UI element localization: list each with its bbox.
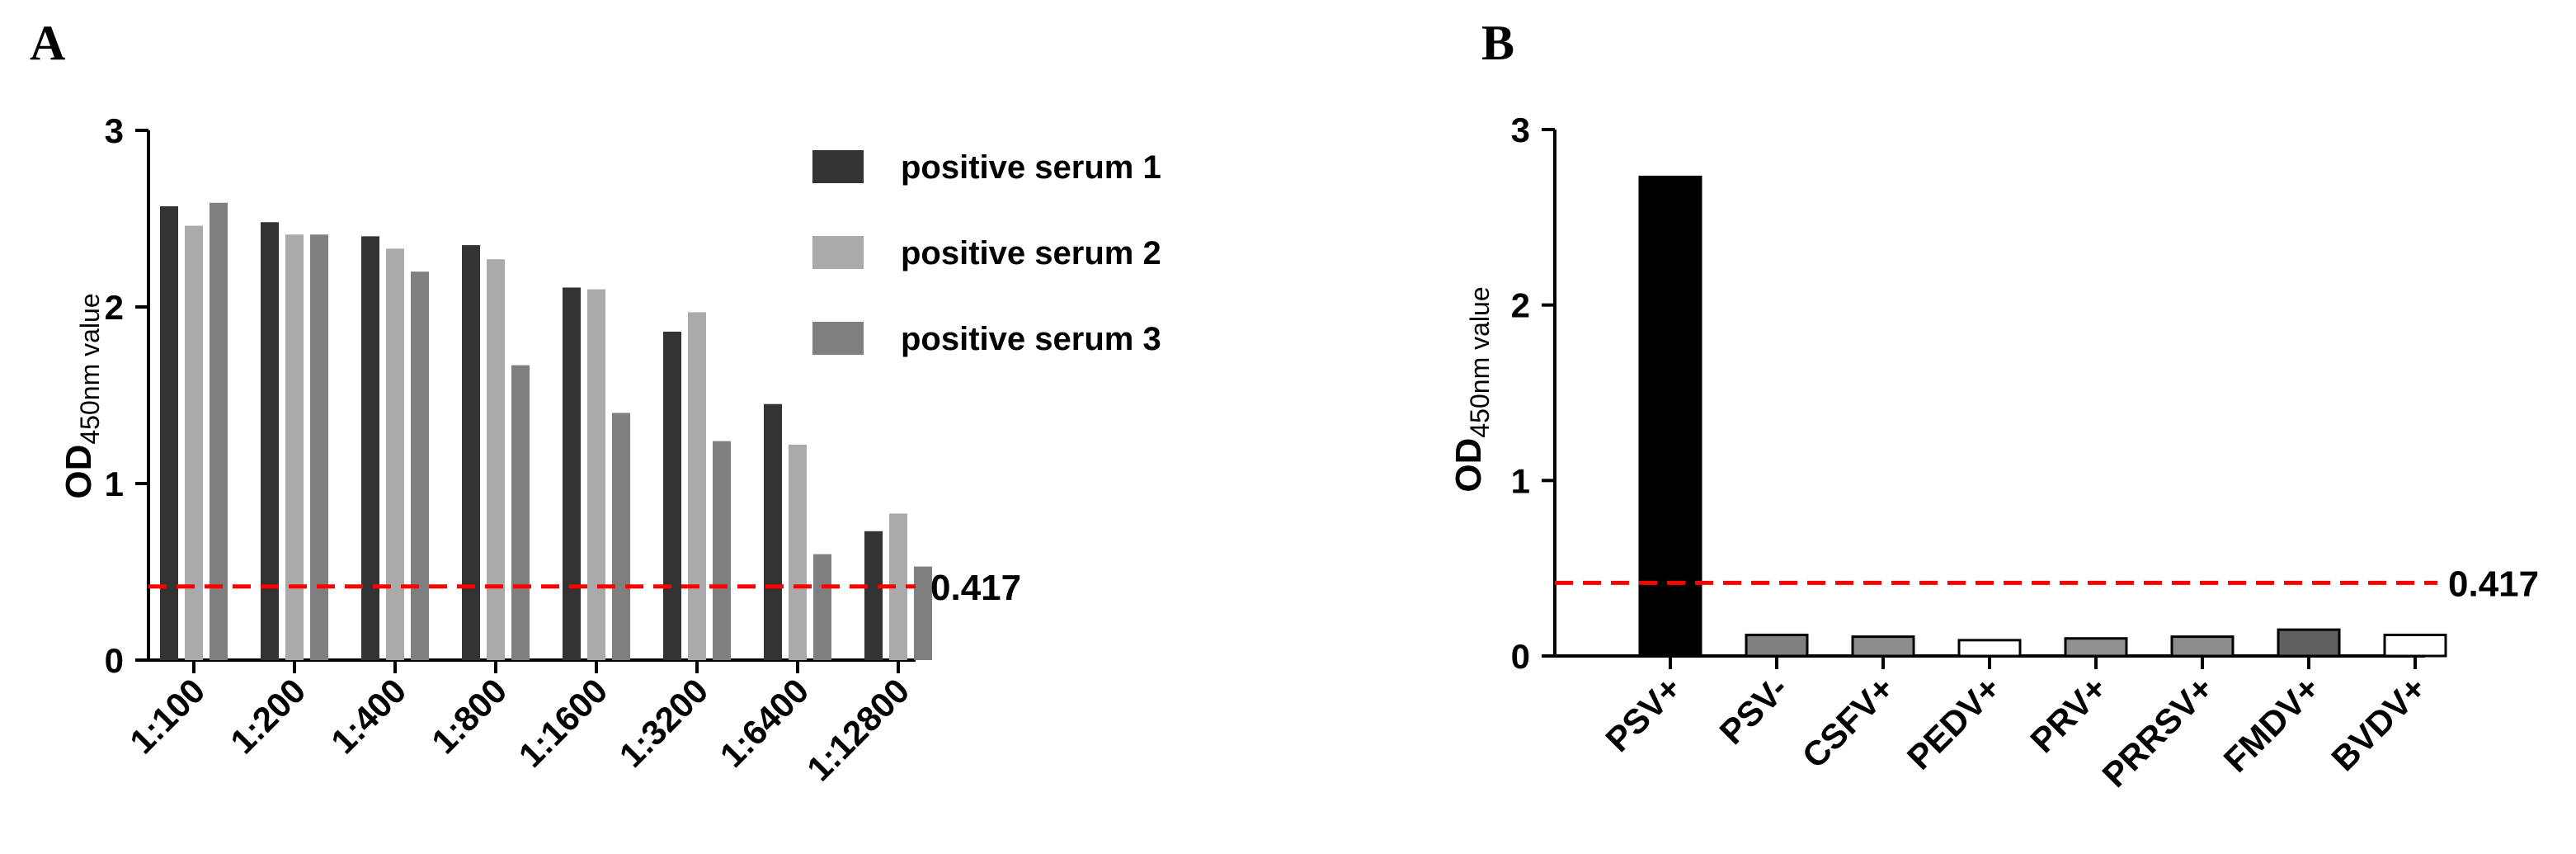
chart-a-bar: [764, 403, 782, 660]
chart-a-bar: [386, 248, 404, 660]
chart-b-x-tick-label: PSV-: [1712, 668, 1795, 752]
chart-b-y-axis-title: OD450nm value: [1448, 286, 1495, 492]
chart-a-y-axis-title-main: OD: [59, 445, 99, 499]
chart-b-x-tick-label: PEDV+: [1900, 668, 2008, 776]
chart-a-bar: [889, 513, 907, 660]
chart-a-bar: [261, 222, 279, 660]
chart-b-x-tick-label: PRRSV+: [2094, 668, 2220, 795]
chart-a-bar: [688, 312, 706, 660]
chart-b-y-axis-title-subscript: 450nm value: [1465, 286, 1495, 437]
chart-a-x-tick-label: 1:800: [424, 671, 514, 761]
chart-b: 0 1 2 3 PSV+ PSV- CSFV+PEDV+ PRV+PRRSV+FMDV+BVD…: [1511, 111, 2539, 795]
chart-a-y-tick-label: 2: [105, 288, 124, 327]
chart-a-y-axis-title-subscript: 450nm value: [75, 293, 105, 444]
chart-a-bar: [813, 554, 831, 660]
chart-a-x-tick-label: 1:100: [122, 671, 212, 761]
chart-a-x-tick-label: 1:3200: [612, 671, 716, 775]
chart-a-bar: [160, 206, 178, 660]
chart-a-bar: [663, 331, 681, 660]
chart-a-bar: [361, 236, 379, 660]
chart-b-bar: [2277, 628, 2341, 658]
chart-a-x-tick-label: 1:1600: [511, 671, 615, 775]
panel-label-a: A: [30, 16, 65, 70]
chart-a-bar: [563, 287, 581, 660]
chart-b-x-tick-label: BVDV+: [2324, 668, 2433, 778]
panel-label-b: B: [1481, 16, 1514, 70]
chart-b-y-tick-label: 1: [1511, 461, 1530, 500]
chart-b-x-tick-label: CSFV+: [1795, 668, 1902, 776]
chart-a-legend-swatch: [812, 150, 864, 183]
chart-b-x-tick-label: PRV+: [2023, 668, 2114, 760]
chart-b-x-tick-label: FMDV+: [2216, 668, 2328, 780]
chart-a-x-tick-label: 1:12800: [799, 671, 916, 788]
chart-a-legend-swatch: [812, 322, 864, 355]
chart-a-legend-label: positive serum 3: [901, 321, 1161, 357]
chart-a-y-tick-label: 1: [105, 465, 124, 503]
chart-a-bar: [210, 202, 228, 661]
chart-b-bar: [1957, 639, 2022, 658]
chart-a-bar: [487, 259, 505, 660]
chart-b-x-tick-label: PSV+: [1598, 668, 1688, 759]
chart-a-bar: [310, 234, 328, 660]
chart-b-bar: [2170, 635, 2235, 658]
chart-a-legend-label: positive serum 2: [901, 235, 1161, 271]
chart-a-y-axis-title: OD450nm value: [59, 293, 105, 498]
chart-a-bar: [462, 245, 480, 660]
chart-a-bar: [587, 289, 605, 660]
chart-b-bar: [1851, 635, 1915, 658]
chart-a-bar: [511, 365, 530, 660]
chart-a-x-tick-label: 1:400: [323, 671, 413, 761]
chart-b-y-tick-label: 2: [1511, 286, 1530, 325]
chart-a-bar: [285, 234, 304, 660]
chart-b-bar: [2064, 637, 2128, 658]
chart-a-y-tick-label: 3: [105, 111, 124, 150]
chart-b-bar: [1745, 633, 1809, 658]
chart-a-x-tick-label: 1:200: [223, 671, 313, 761]
chart-a-bar: [411, 271, 429, 660]
chart-a-legend-label: positive serum 1: [901, 149, 1161, 186]
chart-b-y-tick-label: 3: [1511, 111, 1530, 149]
chart-a-bar: [914, 566, 932, 660]
chart-b-reference-label: 0.417: [2448, 564, 2539, 604]
chart-a-bar: [612, 413, 630, 660]
chart-a-bar: [789, 444, 807, 660]
chart-a-y-tick-label: 0: [105, 641, 124, 680]
chart-b-bar: [1638, 175, 1702, 658]
chart-a-bar: [185, 225, 203, 660]
chart-b-y-tick-label: 0: [1511, 637, 1530, 676]
chart-a-legend-swatch: [812, 236, 864, 269]
chart-b-y-axis-title-main: OD: [1448, 438, 1489, 493]
chart-a-bar: [713, 441, 731, 660]
chart-a-reference-label: 0.417: [930, 568, 1021, 608]
chart-b-bar: [2383, 633, 2447, 658]
chart-a-bar: [864, 531, 883, 660]
